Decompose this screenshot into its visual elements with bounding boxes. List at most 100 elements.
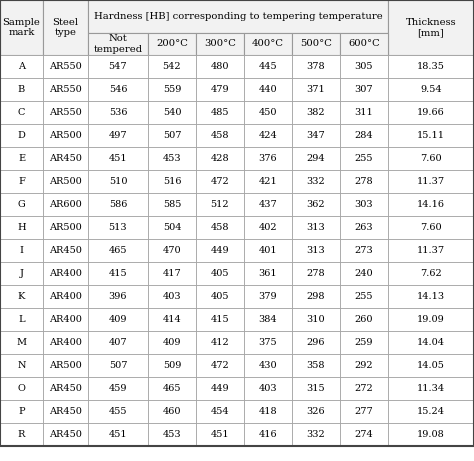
Text: 326: 326 — [307, 407, 325, 416]
Text: 509: 509 — [163, 361, 181, 370]
Bar — [340, 101, 388, 124]
Text: 303: 303 — [355, 200, 374, 209]
Text: 507: 507 — [163, 131, 181, 140]
Bar — [0, 147, 43, 170]
Text: 15.24: 15.24 — [417, 407, 445, 416]
Text: 274: 274 — [355, 430, 374, 439]
Text: O: O — [18, 384, 26, 393]
Text: 454: 454 — [210, 407, 229, 416]
Text: 313: 313 — [307, 246, 325, 255]
Bar — [196, 423, 244, 446]
Text: AR450: AR450 — [49, 154, 82, 163]
Bar — [0, 170, 43, 193]
Text: 416: 416 — [259, 430, 277, 439]
Text: 418: 418 — [259, 407, 277, 416]
Text: 479: 479 — [210, 85, 229, 94]
Text: 311: 311 — [355, 108, 374, 117]
Bar — [88, 55, 148, 78]
Bar — [388, 354, 474, 377]
Bar — [292, 147, 340, 170]
Bar — [43, 78, 88, 101]
Bar — [148, 262, 196, 285]
Text: 451: 451 — [109, 154, 128, 163]
Bar — [0, 216, 43, 239]
Bar — [196, 147, 244, 170]
Text: Thickness
[mm]: Thickness [mm] — [406, 18, 456, 37]
Bar — [244, 239, 292, 262]
Text: 428: 428 — [210, 154, 229, 163]
Text: AR400: AR400 — [49, 292, 82, 301]
Bar — [340, 400, 388, 423]
Bar — [148, 55, 196, 78]
Text: 455: 455 — [109, 407, 127, 416]
Text: 421: 421 — [259, 177, 277, 186]
Text: AR450: AR450 — [49, 384, 82, 393]
Bar — [88, 285, 148, 308]
Text: 15.11: 15.11 — [417, 131, 445, 140]
Bar — [148, 239, 196, 262]
Text: AR550: AR550 — [49, 62, 82, 71]
Text: 586: 586 — [109, 200, 127, 209]
Text: 240: 240 — [355, 269, 374, 278]
Bar — [340, 33, 388, 55]
Bar — [196, 170, 244, 193]
Text: 7.62: 7.62 — [420, 269, 442, 278]
Bar — [88, 147, 148, 170]
Bar — [196, 400, 244, 423]
Bar — [0, 78, 43, 101]
Bar — [196, 377, 244, 400]
Text: 403: 403 — [259, 384, 277, 393]
Text: 453: 453 — [163, 430, 182, 439]
Text: AR550: AR550 — [49, 85, 82, 94]
Bar — [88, 0, 388, 33]
Bar — [43, 285, 88, 308]
Bar — [43, 377, 88, 400]
Text: 332: 332 — [307, 177, 325, 186]
Bar — [388, 377, 474, 400]
Bar — [292, 423, 340, 446]
Bar — [43, 55, 88, 78]
Bar — [196, 331, 244, 354]
Bar — [388, 124, 474, 147]
Text: 384: 384 — [259, 315, 277, 324]
Text: 445: 445 — [259, 62, 277, 71]
Text: 485: 485 — [211, 108, 229, 117]
Text: 402: 402 — [259, 223, 277, 232]
Text: Steel
type: Steel type — [53, 18, 79, 37]
Text: 376: 376 — [259, 154, 277, 163]
Bar — [0, 377, 43, 400]
Bar — [43, 354, 88, 377]
Text: 414: 414 — [163, 315, 182, 324]
Bar — [244, 423, 292, 446]
Text: 401: 401 — [259, 246, 277, 255]
Bar — [292, 216, 340, 239]
Bar — [292, 78, 340, 101]
Text: 507: 507 — [109, 361, 127, 370]
Text: 347: 347 — [307, 131, 325, 140]
Bar — [0, 285, 43, 308]
Bar — [88, 193, 148, 216]
Text: 260: 260 — [355, 315, 373, 324]
Bar — [88, 239, 148, 262]
Text: 465: 465 — [163, 384, 181, 393]
Text: 542: 542 — [163, 62, 182, 71]
Bar — [340, 308, 388, 331]
Bar — [196, 124, 244, 147]
Text: 451: 451 — [210, 430, 229, 439]
Bar — [88, 308, 148, 331]
Text: L: L — [18, 315, 25, 324]
Bar — [43, 331, 88, 354]
Bar — [292, 285, 340, 308]
Bar — [148, 354, 196, 377]
Text: 510: 510 — [109, 177, 127, 186]
Bar — [244, 262, 292, 285]
Bar — [0, 423, 43, 446]
Bar — [244, 216, 292, 239]
Text: 7.60: 7.60 — [420, 223, 442, 232]
Bar — [196, 239, 244, 262]
Text: 378: 378 — [307, 62, 325, 71]
Text: 315: 315 — [307, 384, 325, 393]
Bar — [292, 377, 340, 400]
Bar — [0, 239, 43, 262]
Text: P: P — [18, 407, 25, 416]
